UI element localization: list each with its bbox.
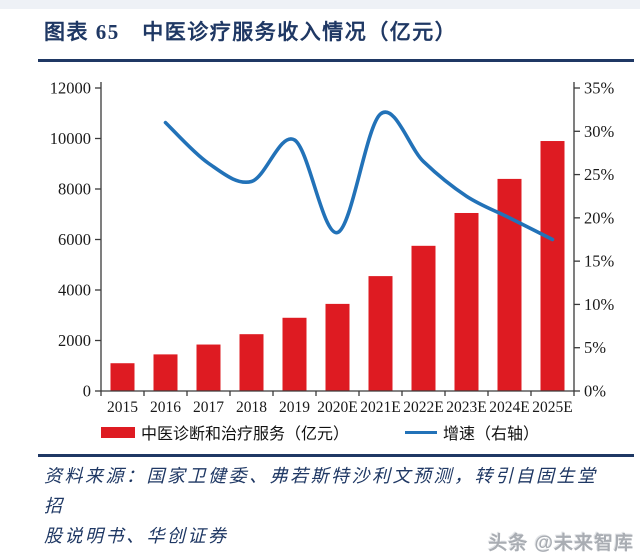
left-axis-label-2000: 2000: [58, 331, 91, 350]
line-series-swatch: [405, 430, 437, 434]
legend-item-bar-series: 中医诊断和治疗服务（亿元）: [100, 420, 349, 444]
x-axis-label-2020E: 2020E: [317, 399, 357, 416]
figure-title: 图表 65 中医诊疗服务收入情况（亿元）: [44, 20, 458, 44]
source-note-line2: 股说明书、华创证券: [44, 526, 229, 546]
bar-2019: [282, 317, 307, 391]
left-axis-label-12000: 12000: [50, 79, 91, 98]
title-divider: [38, 59, 634, 62]
left-axis-label-8000: 8000: [58, 180, 91, 199]
right-axis-label-20%: 20%: [584, 208, 615, 227]
source-note: 资料来源：国家卫健委、弗若斯特沙利文预测，转引自固生堂招 股说明书、华创证券: [44, 461, 614, 551]
x-axis-label-2017: 2017: [193, 399, 224, 416]
x-axis-label-2018: 2018: [236, 399, 267, 416]
chart-legend: 中医诊断和治疗服务（亿元） 增速（右轴）: [0, 420, 640, 444]
bar-2021E: [368, 276, 393, 391]
left-axis-label-4000: 4000: [58, 281, 91, 300]
bar-2022E: [411, 245, 436, 391]
right-axis-label-15%: 15%: [584, 252, 615, 271]
right-axis-label-5%: 5%: [584, 338, 606, 357]
left-axis-label-10000: 10000: [50, 129, 91, 148]
right-axis-label-10%: 10%: [584, 295, 615, 314]
right-axis-label-30%: 30%: [584, 122, 615, 141]
line-series-label: 增速（右轴）: [443, 426, 540, 443]
right-axis-label-35%: 35%: [584, 79, 615, 98]
left-axis-label-0: 0: [83, 382, 91, 401]
watermark: 头条 @未来智库: [488, 533, 634, 554]
x-axis-label-2024E: 2024E: [489, 399, 529, 416]
bar-2025E: [540, 141, 565, 391]
x-axis-label-2022E: 2022E: [403, 399, 443, 416]
right-axis-label-0%: 0%: [584, 382, 606, 401]
right-axis-label-25%: 25%: [584, 165, 615, 184]
x-axis-label-2015: 2015: [107, 399, 138, 416]
x-axis-label-2023E: 2023E: [446, 399, 486, 416]
bar-2017: [196, 344, 221, 391]
x-axis-label-2021E: 2021E: [360, 399, 400, 416]
legend-item-line-series: 增速（右轴）: [405, 420, 539, 444]
bar-2016: [153, 354, 178, 391]
bar-2020E: [325, 303, 350, 391]
bar-2023E: [454, 212, 479, 391]
bar-series-swatch: [100, 426, 135, 438]
bar-2015: [110, 363, 135, 391]
source-note-line1: 资料来源：国家卫健委、弗若斯特沙利文预测，转引自固生堂招: [44, 466, 598, 516]
bar-series-label: 中医诊断和治疗服务（亿元）: [140, 426, 349, 443]
bar-2024E: [497, 178, 522, 391]
bar-2018: [239, 334, 264, 391]
footer-divider: [38, 454, 634, 457]
left-axis-label-6000: 6000: [58, 230, 91, 249]
page-top-band: [0, 0, 640, 9]
chart-canvas: 0 2000 4000 6000 8000 10000 12000 0% 5% 10% 15% 20%…: [50, 79, 615, 417]
x-axis-label-2025E: 2025E: [532, 399, 572, 416]
growth-rate-line: [163, 110, 555, 242]
x-axis-label-2019: 2019: [279, 399, 310, 416]
x-axis-label-2016: 2016: [150, 399, 181, 416]
